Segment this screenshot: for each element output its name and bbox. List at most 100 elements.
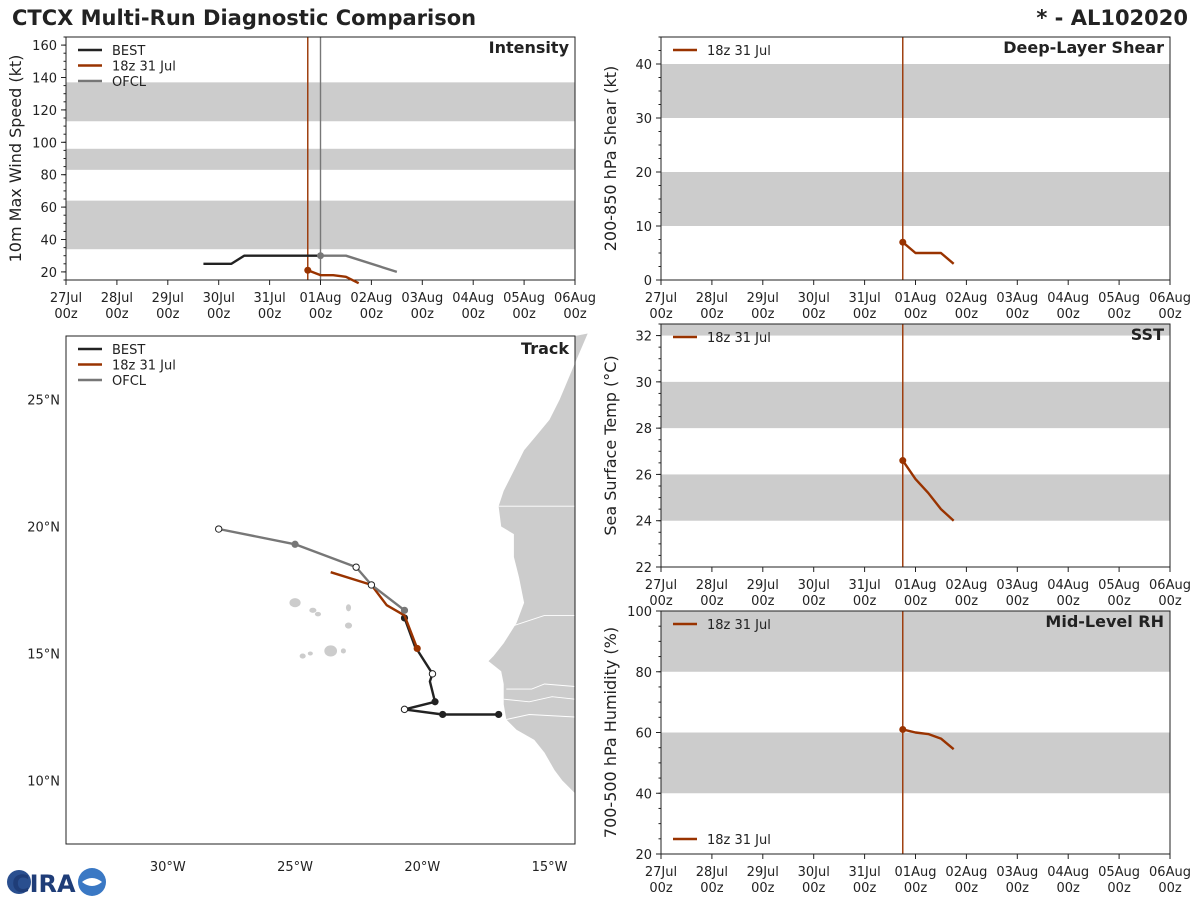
shaded-band: [661, 381, 1170, 429]
country-border: [506, 714, 576, 720]
legend-label: 18z 31 Jul: [707, 44, 771, 59]
series-line: [902, 728, 955, 751]
shaded-band: [661, 172, 1170, 226]
x-tick-label: 00z: [649, 594, 673, 609]
island: [289, 598, 301, 608]
legend-label: 18z 31 Jul: [707, 618, 771, 633]
panel-title: Track: [521, 339, 569, 358]
cira-logo: CIRA: [7, 868, 106, 898]
country-border: [513, 614, 575, 627]
y-tick-label: 20: [40, 266, 57, 281]
x-tick-label: 30°W: [150, 860, 186, 875]
x-tick-label: 29Jul: [747, 578, 779, 593]
y-tick-label: 20: [635, 848, 652, 863]
series-point: [899, 457, 907, 465]
shaded-band: [661, 474, 1170, 521]
x-tick-label: 31Jul: [848, 291, 880, 306]
x-tick-label: 00z: [1158, 881, 1182, 896]
x-tick-label: 00z: [512, 307, 536, 322]
panel-title: Deep-Layer Shear: [1003, 38, 1164, 57]
y-tick-label: 60: [635, 727, 652, 742]
x-tick-label: 00z: [649, 881, 673, 896]
x-tick-label: 00z: [853, 881, 877, 896]
legend-label: 18z 31 Jul: [112, 60, 176, 75]
intensity-chart: 2040608010012014016027Jul00z28Jul00z29Ju…: [6, 36, 596, 322]
x-tick-label: 06Aug: [554, 291, 596, 306]
y-tick-label: 25°N: [27, 394, 60, 409]
x-tick-label: 04Aug: [1047, 865, 1089, 880]
country-border: [503, 696, 576, 703]
x-tick-label: 04Aug: [1047, 291, 1089, 306]
x-tick-label: 00z: [54, 307, 78, 322]
x-tick-label: 01Aug: [895, 291, 937, 306]
x-tick-label: 28Jul: [696, 291, 728, 306]
panel-title: Intensity: [489, 38, 570, 57]
track-point: [439, 710, 447, 719]
shear-chart: 01020304027Jul00z28Jul00z29Jul00z30Jul00…: [601, 36, 1191, 322]
logo-globe-icon: [7, 870, 31, 894]
x-tick-label: 02Aug: [945, 578, 987, 593]
x-tick-label: 03Aug: [996, 291, 1038, 306]
y-axis-label: 10m Max Wind Speed (kt): [6, 55, 25, 263]
track-point: [431, 698, 439, 706]
y-tick-label: 40: [635, 58, 652, 73]
x-tick-label: 00z: [360, 307, 384, 322]
x-tick-label: 29Jul: [152, 291, 184, 306]
x-tick-label: 00z: [853, 307, 877, 322]
track-point-open: [367, 581, 376, 589]
y-tick-label: 0: [644, 274, 652, 289]
x-tick-label: 05Aug: [503, 291, 545, 306]
storm-id: * - AL102020: [1036, 6, 1188, 30]
africa-landmass: [488, 333, 588, 844]
x-tick-label: 00z: [802, 594, 826, 609]
x-tick-label: 27Jul: [645, 578, 677, 593]
x-tick-label: 06Aug: [1149, 865, 1191, 880]
island: [345, 604, 352, 612]
legend-label: OFCL: [112, 374, 147, 389]
y-tick-label: 160: [32, 39, 57, 54]
x-tick-label: 00z: [649, 307, 673, 322]
island: [344, 622, 353, 629]
track-point: [413, 644, 421, 653]
y-axis-label: Sea Surface Temp (°C): [601, 355, 620, 535]
x-tick-label: 30Jul: [798, 865, 830, 880]
series-line: [203, 254, 321, 265]
island: [340, 648, 346, 654]
island: [324, 645, 338, 657]
panel-title: SST: [1131, 325, 1164, 344]
y-axis-label: 700-500 hPa Humidity (%): [601, 627, 620, 838]
legend-label: 18z 31 Jul: [707, 833, 771, 848]
x-tick-label: 02Aug: [945, 865, 987, 880]
x-tick-label: 00z: [700, 594, 724, 609]
series-point: [317, 252, 324, 260]
x-tick-label: 00z: [1107, 594, 1131, 609]
track-chart: 30°W 25°W 20°W 15°W 10°N 15°N 20°N 25°N Track BES…: [27, 333, 588, 875]
x-tick-label: 15°W: [532, 860, 568, 875]
x-tick-label: 00z: [904, 594, 928, 609]
y-tick-label: 120: [32, 104, 57, 119]
x-tick-label: 00z: [309, 307, 333, 322]
x-tick-label: 06Aug: [1149, 291, 1191, 306]
x-tick-label: 04Aug: [1047, 578, 1089, 593]
x-tick-label: 00z: [1006, 594, 1030, 609]
x-tick-label: 04Aug: [452, 291, 494, 306]
y-tick-label: 80: [635, 666, 652, 681]
island: [314, 611, 322, 617]
legend-label: BEST: [112, 44, 145, 59]
x-tick-label: 00z: [156, 307, 180, 322]
x-tick-label: 27Jul: [645, 291, 677, 306]
x-tick-label: 00z: [1057, 881, 1081, 896]
x-tick-label: 00z: [802, 881, 826, 896]
x-tick-label: 03Aug: [996, 578, 1038, 593]
x-tick-label: 27Jul: [50, 291, 82, 306]
x-tick-label: 30Jul: [798, 578, 830, 593]
x-tick-label: 01Aug: [895, 578, 937, 593]
track-line: [218, 527, 406, 612]
track-point: [400, 606, 409, 614]
panel-title: Mid-Level RH: [1045, 612, 1164, 631]
rh-chart: 2040608010027Jul00z28Jul00z29Jul00z30Jul…: [601, 605, 1191, 896]
x-tick-label: 00z: [853, 594, 877, 609]
x-tick-label: 03Aug: [401, 291, 443, 306]
x-tick-label: 00z: [105, 307, 129, 322]
x-tick-label: 00z: [1057, 307, 1081, 322]
